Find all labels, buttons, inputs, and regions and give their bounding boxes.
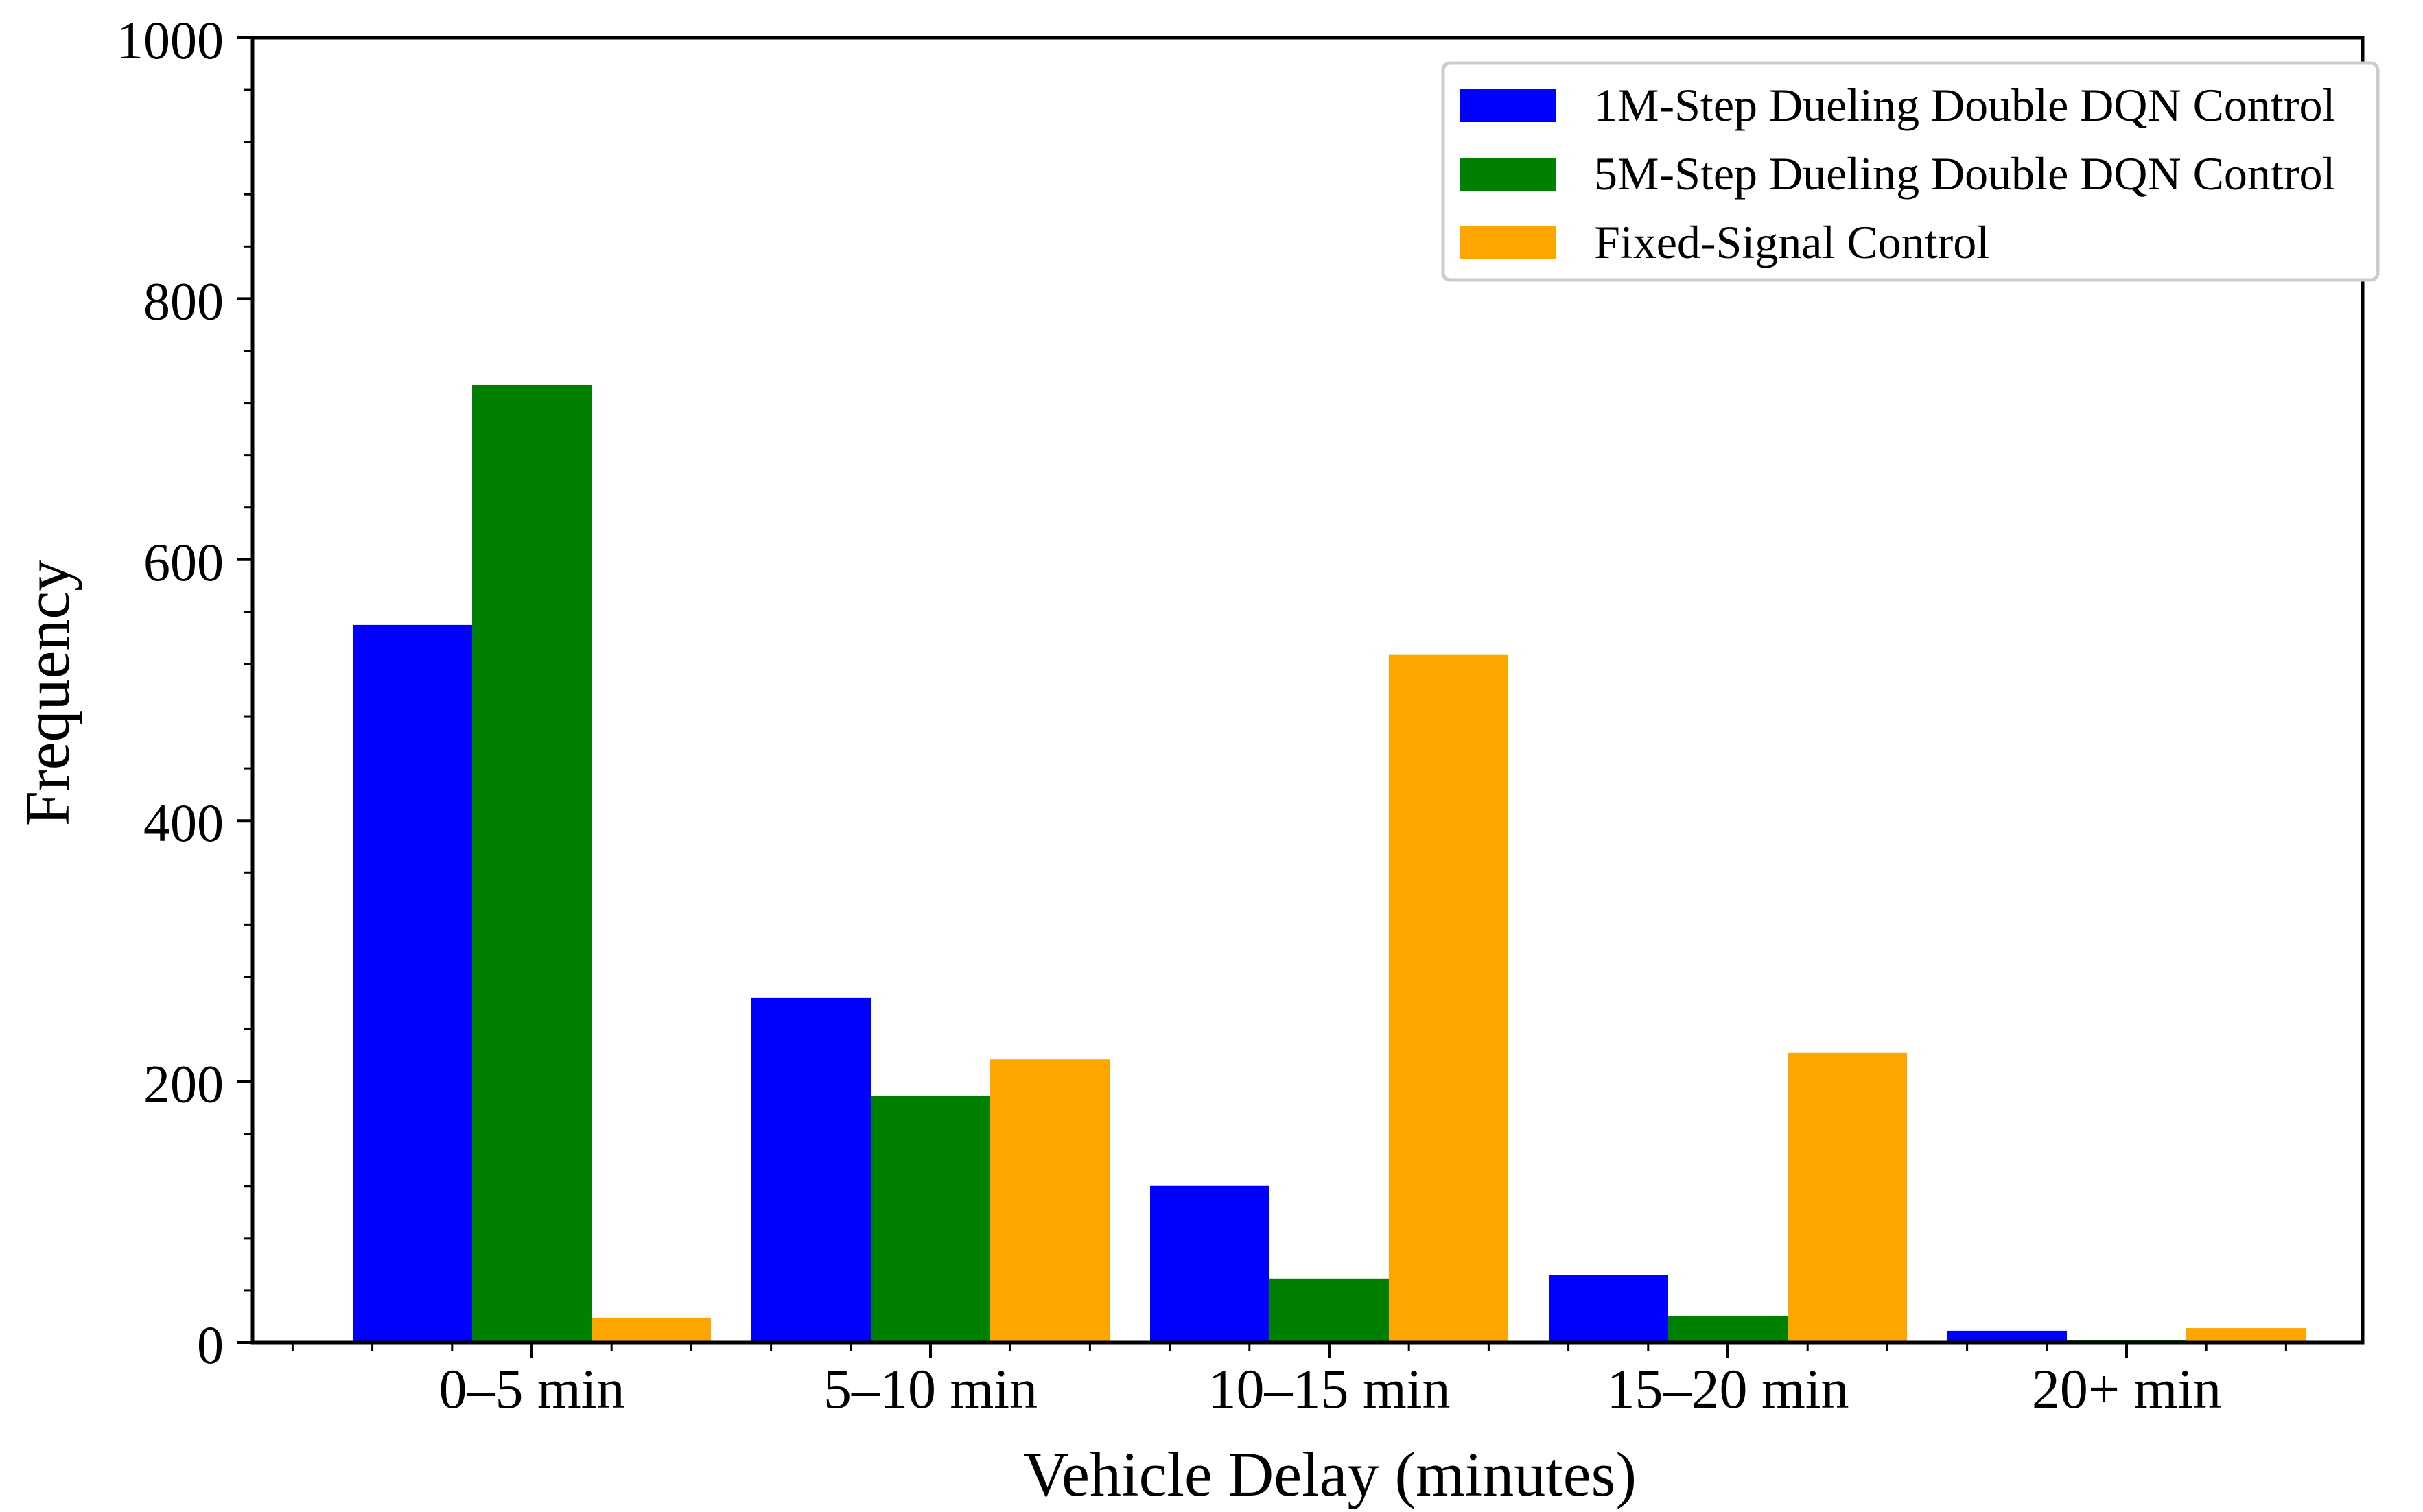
y-tick-label: 1000: [117, 10, 224, 70]
bar-3-5-10-min: [990, 1059, 1110, 1343]
bar-3-20+-min: [2186, 1328, 2306, 1343]
ticks-group: 0 200 400 600 800 1000 0–5 min 5–10 min 10–15 mi…: [117, 10, 2287, 1420]
legend-box: [1441, 61, 2380, 282]
bar-1-5-10-min: [751, 997, 871, 1343]
y-tick-label: 600: [143, 532, 224, 592]
legend: 1M-Step Dueling Double DQN Control 5M-Ste…: [1441, 61, 2380, 282]
bar-3-15-20-min: [1788, 1052, 1907, 1343]
y-tick-label: 800: [143, 271, 224, 331]
bar-2-0-5-min: [472, 384, 592, 1343]
bar-3-10-15-min: [1389, 654, 1508, 1343]
legend-label: 5M-Step Dueling Double DQN Control: [1594, 147, 2335, 200]
legend-swatch: [1460, 158, 1556, 191]
x-tick-label: 0–5 min: [438, 1358, 624, 1420]
bar-1-20+-min: [1947, 1330, 2067, 1343]
bars-group: [353, 384, 2306, 1343]
plot-frame: [250, 36, 2365, 1345]
x-tick-label: 20+ min: [2032, 1358, 2221, 1420]
bar-3-0-5-min: [592, 1317, 711, 1343]
x-tick-label: 15–20 min: [1606, 1358, 1849, 1420]
bar-1-0-5-min: [353, 624, 472, 1343]
legend-label: 1M-Step Dueling Double DQN Control: [1594, 79, 2335, 131]
bar-2-5-10-min: [871, 1096, 990, 1343]
y-tick-label: 400: [143, 793, 224, 853]
bar-1-15-20-min: [1549, 1275, 1668, 1343]
y-axis-label: Frequency: [12, 560, 82, 826]
bar-1-10-15-min: [1150, 1185, 1269, 1343]
legend-swatch: [1460, 226, 1556, 259]
y-tick-label: 0: [197, 1315, 224, 1375]
legend-swatch: [1460, 89, 1556, 122]
y-tick-label: 200: [143, 1054, 224, 1114]
x-tick-label: 5–10 min: [823, 1358, 1038, 1420]
bar-2-15-20-min: [1668, 1316, 1788, 1343]
x-tick-label: 10–15 min: [1208, 1358, 1450, 1420]
bar-2-10-15-min: [1269, 1278, 1389, 1343]
legend-label: Fixed-Signal Control: [1594, 216, 1989, 268]
x-axis-label: Vehicle Delay (minutes): [1023, 1439, 1637, 1509]
